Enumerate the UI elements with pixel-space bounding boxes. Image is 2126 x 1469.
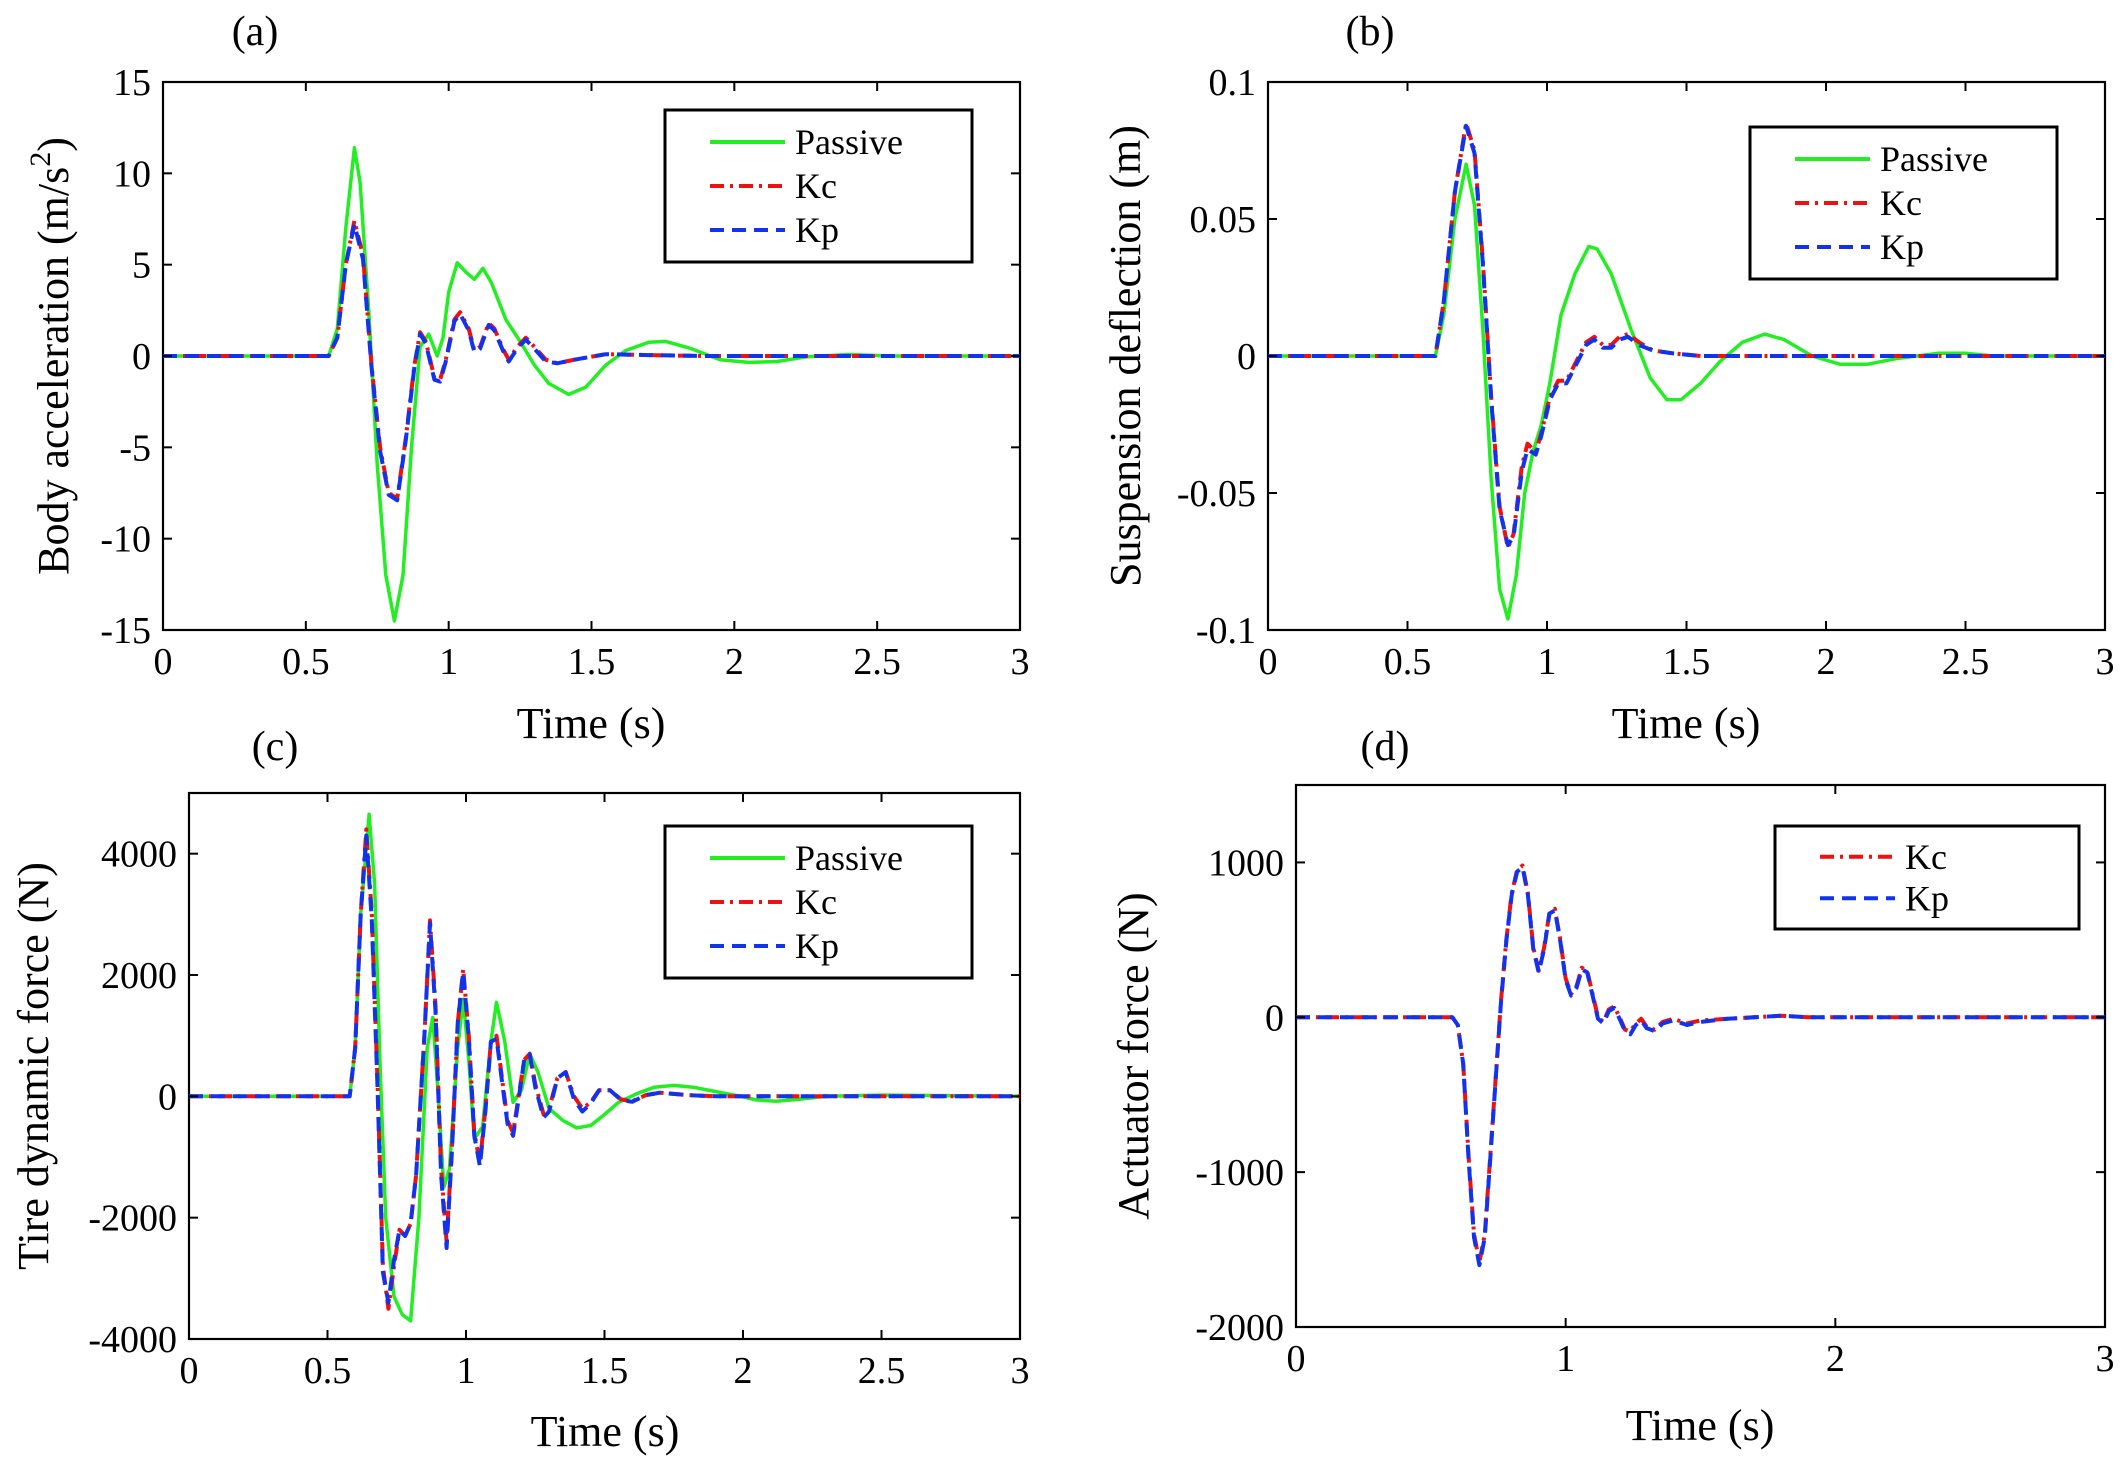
panel-a-ticks: 0 0.5 1 1.5 2 2.5 3 -15 -10 -5 0 5 10 15	[100, 62, 1029, 683]
panel-b-ylabel: Suspension deflection (m)	[1101, 125, 1150, 587]
panel-b-tag: (b)	[1346, 9, 1395, 55]
panel-a-ytick-label: -5	[119, 427, 151, 469]
panel-b-xtick-label: 0.5	[1384, 641, 1432, 683]
panel-a-xtick-label: 1	[439, 641, 458, 683]
panel-a-xlabel: Time (s)	[517, 699, 666, 748]
panel-d-series-kp	[1296, 865, 2105, 1268]
panel-d-ytick-label: -2000	[1195, 1307, 1284, 1349]
panel-c-tag: (c)	[252, 724, 299, 770]
panel-c-ytick-label: 0	[158, 1076, 177, 1118]
panel-a-xtick-label: 2.5	[853, 641, 901, 683]
panel-d: (d) 0 1 2 3 -2000 -1000 0 1000 Time (s) Actuato…	[1109, 724, 2115, 1450]
panel-d-legend-box	[1773, 824, 2081, 931]
panel-a-ylabel: Body acceleration (m/s2)	[24, 137, 78, 575]
panel-c-series-kp	[189, 833, 1020, 1305]
panel-b-ytick-label: 0.1	[1209, 62, 1257, 104]
panel-a-xtick-label: 0	[154, 641, 173, 683]
panel-a-ytick-label: -10	[100, 519, 151, 561]
panel-a-series-kp	[163, 222, 1020, 503]
panel-b-series	[1268, 121, 2105, 621]
panel-d-xtick-label: 3	[2096, 1338, 2115, 1380]
panel-a-legend-label-kp: Kp	[795, 210, 839, 250]
panel-d-ytick-label: 1000	[1208, 842, 1284, 884]
panel-d-legend-label-kp: Kp	[1905, 878, 1949, 918]
panel-b-ticks: 0 0.5 1 1.5 2 2.5 3 -0.1 -0.05 0 0.05 0.1	[1177, 62, 2115, 683]
panel-a-xtick-label: 1.5	[568, 641, 616, 683]
panel-c-xtick-label: 1.5	[581, 1350, 629, 1392]
panel-b-legend-label-kc: Kc	[1880, 183, 1922, 223]
panel-b-series-kp	[1268, 123, 2105, 548]
panel-a-legend-label-passive: Passive	[795, 122, 903, 162]
panel-d-series	[1296, 863, 2105, 1268]
panel-c-series	[189, 812, 1020, 1323]
panel-c-xtick-label: 2	[734, 1350, 753, 1392]
panel-b-xtick-label: 1	[1538, 641, 1557, 683]
panel-c: (c) 0 0.5 1 1.5 2 2.5 3 -4000 -2000 0 2000 4000 Tim…	[9, 724, 1030, 1456]
panel-b-ytick-label: -0.05	[1177, 473, 1256, 515]
panel-b-xtick-label: 1.5	[1663, 641, 1711, 683]
panel-b: (b) 0 0.5 1 1.5 2 2.5 3 -0.1 -0.05 0 0.05 0.1 Time …	[1101, 9, 2115, 748]
panel-d-ytick-label: 0	[1265, 997, 1284, 1039]
panel-a-ylabel-sup: 2	[24, 152, 57, 167]
panel-c-ytick-label: -4000	[88, 1319, 177, 1361]
panel-a-ytick-label: 10	[113, 153, 151, 195]
panel-b-ytick-label: 0	[1237, 336, 1256, 378]
panel-d-xtick-label: 2	[1826, 1338, 1845, 1380]
panel-c-ticks: 0 0.5 1 1.5 2 2.5 3 -4000 -2000 0 2000 4000	[88, 793, 1030, 1392]
panel-c-series-passive	[189, 812, 1020, 1323]
panel-a-ylabel-main: Body acceleration (m/s	[29, 167, 78, 575]
panel-a-ytick-label: 5	[132, 245, 151, 287]
panel-b-series-passive	[1268, 162, 2105, 621]
panel-a-ylabel-end: )	[29, 137, 78, 152]
panel-b-xtick-label: 2.5	[1942, 641, 1990, 683]
panel-d-ticks: 0 1 2 3 -2000 -1000 0 1000	[1195, 785, 2115, 1380]
panel-b-legend-label-passive: Passive	[1880, 139, 1988, 179]
panel-c-xlabel: Time (s)	[531, 1407, 680, 1456]
panel-c-legend-label-kc: Kc	[795, 882, 837, 922]
panel-a-xtick-label: 0.5	[282, 641, 330, 683]
panel-a-series	[163, 146, 1020, 623]
panel-c-legend-label-kp: Kp	[795, 926, 839, 966]
panel-b-series-kc	[1268, 121, 2105, 550]
panel-a-xtick-label: 3	[1011, 641, 1030, 683]
panel-a-ytick-label: -15	[100, 610, 151, 652]
panel-b-ytick-label: -0.1	[1196, 610, 1256, 652]
panel-d-legend-label-kc: Kc	[1905, 837, 1947, 877]
panel-a-ytick-label: 15	[113, 62, 151, 104]
panel-d-ytick-label: -1000	[1195, 1152, 1284, 1194]
panel-b-legend-label-kp: Kp	[1880, 227, 1924, 267]
panel-a-xtick-label: 2	[725, 641, 744, 683]
panel-c-legend-label-passive: Passive	[795, 838, 903, 878]
panel-b-xtick-label: 3	[2096, 641, 2115, 683]
panel-b-xtick-label: 2	[1817, 641, 1836, 683]
panel-c-xtick-label: 2.5	[858, 1350, 906, 1392]
panel-c-xtick-label: 0	[180, 1350, 199, 1392]
panel-c-ylabel: Tire dynamic force (N)	[9, 862, 58, 1270]
panel-c-ytick-label: -2000	[88, 1198, 177, 1240]
panel-b-xlabel: Time (s)	[1612, 699, 1761, 748]
panel-d-ylabel: Actuator force (N)	[1109, 892, 1158, 1219]
panel-c-xtick-label: 1	[457, 1350, 476, 1392]
panel-a-tag: (a)	[232, 9, 279, 55]
panel-b-ytick-label: 0.05	[1190, 199, 1257, 241]
panel-c-ytick-label: 4000	[101, 834, 177, 876]
panel-d-xtick-label: 0	[1287, 1338, 1306, 1380]
panel-d-xtick-label: 1	[1556, 1338, 1575, 1380]
panel-d-xlabel: Time (s)	[1626, 1401, 1775, 1450]
panel-b-xtick-label: 0	[1259, 641, 1278, 683]
panel-a: (a) 0 0.5 1 1.5 2 2.5 3 -15 -10 -5 0 5 10 15 Time (s)…	[24, 9, 1030, 748]
panel-c-xtick-label: 0.5	[304, 1350, 352, 1392]
panel-d-tag: (d)	[1361, 724, 1410, 770]
panel-a-series-kc	[163, 218, 1020, 501]
panel-a-legend-label-kc: Kc	[795, 166, 837, 206]
panel-a-ytick-label: 0	[132, 336, 151, 378]
panel-c-xtick-label: 3	[1011, 1350, 1030, 1392]
panel-c-ytick-label: 2000	[101, 955, 177, 997]
